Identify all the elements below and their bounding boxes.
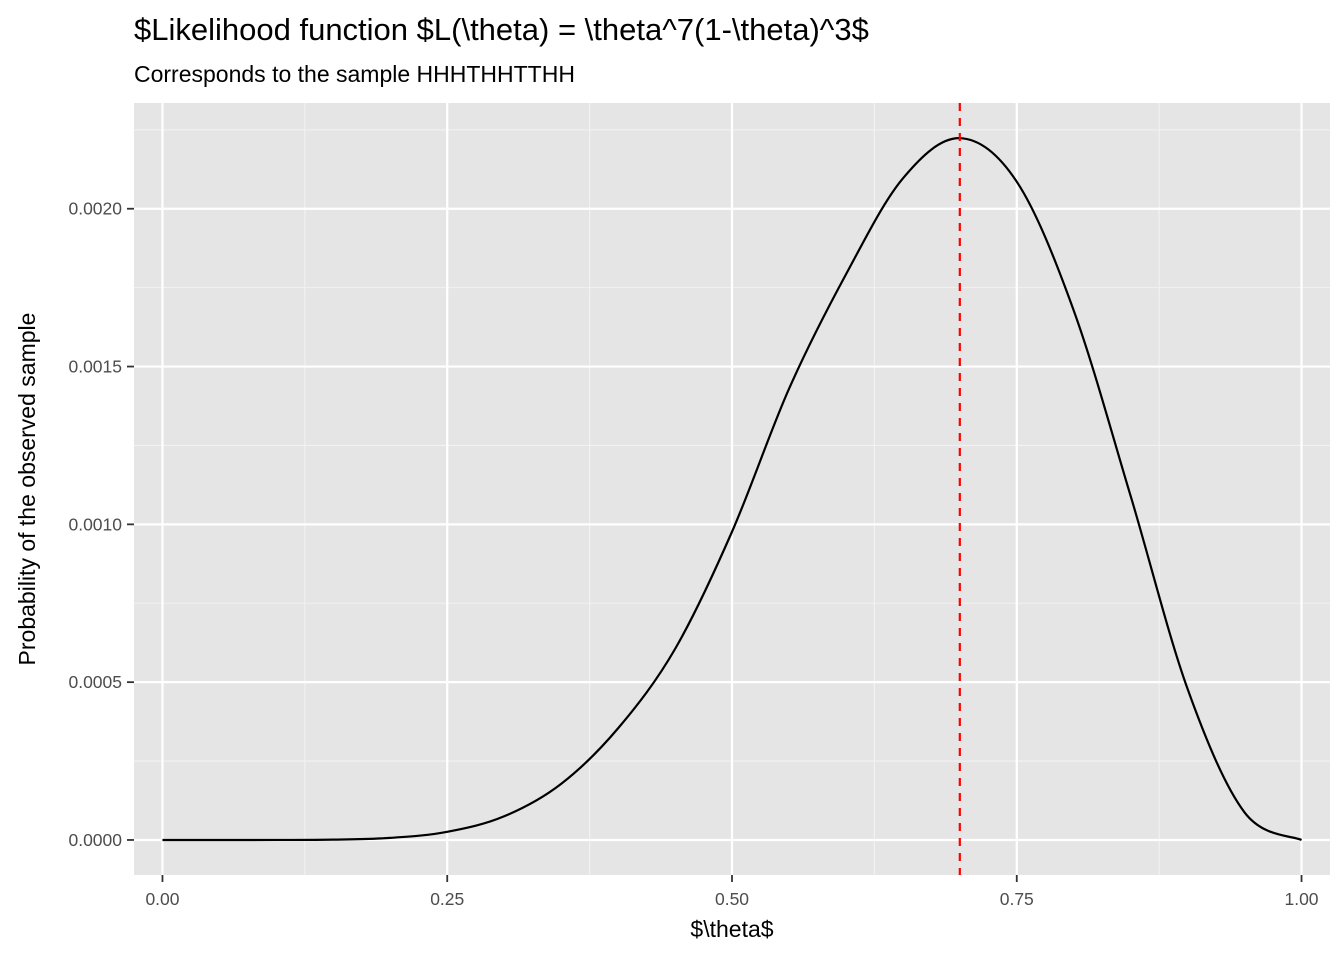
grid-major	[134, 103, 1330, 875]
y-axis-ticks: 0.0000 0.0005 0.0010 0.0015 0.0020	[68, 199, 134, 850]
y-tick-label: 0.0015	[68, 357, 122, 377]
likelihood-curve	[162, 137, 1302, 842]
chart-subtitle: Corresponds to the sample HHHTHHTTHH	[134, 61, 575, 87]
y-tick-label: 0.0005	[68, 672, 122, 692]
x-tick-label: 0.00	[145, 889, 179, 909]
y-tick-label: 0.0020	[68, 199, 122, 219]
x-tick-label: 1.00	[1284, 889, 1318, 909]
x-tick-label: 0.75	[1000, 889, 1034, 909]
y-tick-label: 0.0010	[68, 514, 122, 534]
x-tick-label: 0.50	[715, 889, 749, 909]
y-axis-label: Probability of the observed sample	[14, 313, 40, 666]
chart-title: $Likelihood function $L(\theta) = \theta…	[134, 12, 869, 47]
y-tick-label: 0.0000	[68, 830, 122, 850]
x-axis-ticks: 0.00 0.25 0.50 0.75 1.00	[145, 875, 1319, 909]
series-layer	[162, 137, 1302, 842]
x-tick-label: 0.25	[430, 889, 464, 909]
x-axis-label: $\theta$	[690, 916, 773, 942]
